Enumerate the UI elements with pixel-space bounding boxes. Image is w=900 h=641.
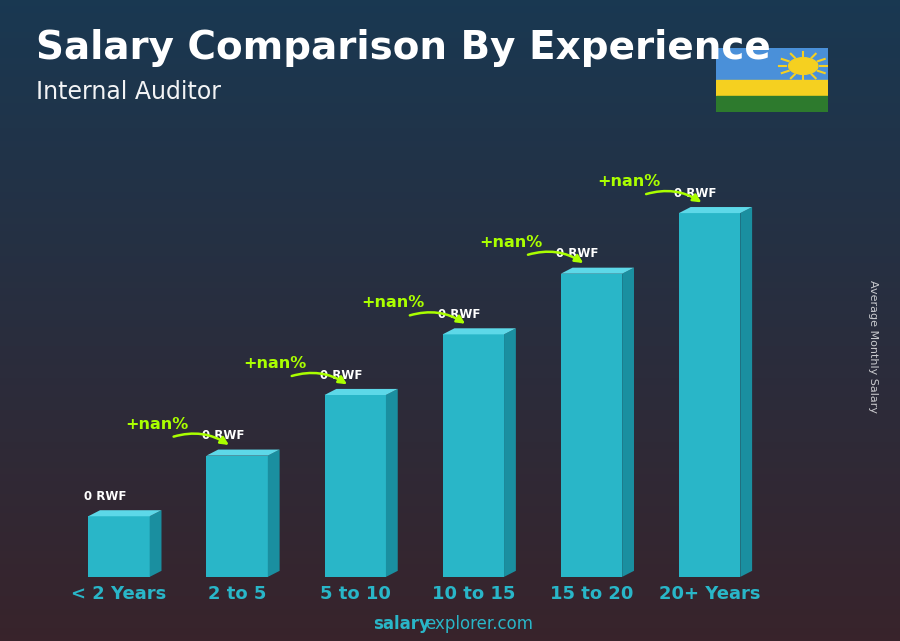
Bar (716, 48, 828, 80)
Text: +nan%: +nan% (598, 174, 661, 189)
Polygon shape (149, 510, 161, 577)
Polygon shape (206, 449, 280, 456)
Polygon shape (504, 328, 516, 577)
Text: +nan%: +nan% (362, 296, 425, 310)
Text: 0 RWF: 0 RWF (556, 247, 599, 260)
Polygon shape (561, 274, 622, 577)
Polygon shape (679, 207, 752, 213)
Text: 0 RWF: 0 RWF (438, 308, 481, 321)
Text: 0 RWF: 0 RWF (202, 429, 244, 442)
Polygon shape (443, 328, 516, 335)
Polygon shape (268, 449, 280, 577)
Polygon shape (622, 268, 634, 577)
Text: salary: salary (374, 615, 430, 633)
Text: Average Monthly Salary: Average Monthly Salary (868, 279, 878, 413)
Polygon shape (325, 389, 398, 395)
Text: 0 RWF: 0 RWF (320, 369, 362, 381)
Polygon shape (561, 268, 634, 274)
Text: Internal Auditor: Internal Auditor (36, 80, 221, 104)
Bar (716, 80, 828, 96)
Text: explorer.com: explorer.com (425, 615, 533, 633)
Bar (716, 96, 828, 112)
Polygon shape (443, 335, 504, 577)
Polygon shape (206, 456, 268, 577)
Polygon shape (741, 207, 752, 577)
Text: +nan%: +nan% (125, 417, 188, 431)
Polygon shape (679, 213, 741, 577)
Text: 0 RWF: 0 RWF (84, 490, 126, 503)
Polygon shape (88, 510, 161, 516)
Polygon shape (88, 516, 149, 577)
Text: +nan%: +nan% (243, 356, 307, 371)
Text: Salary Comparison By Experience: Salary Comparison By Experience (36, 29, 770, 67)
Polygon shape (386, 389, 398, 577)
Circle shape (788, 58, 818, 74)
Polygon shape (325, 395, 386, 577)
Text: 0 RWF: 0 RWF (674, 187, 716, 200)
Text: +nan%: +nan% (480, 235, 543, 250)
